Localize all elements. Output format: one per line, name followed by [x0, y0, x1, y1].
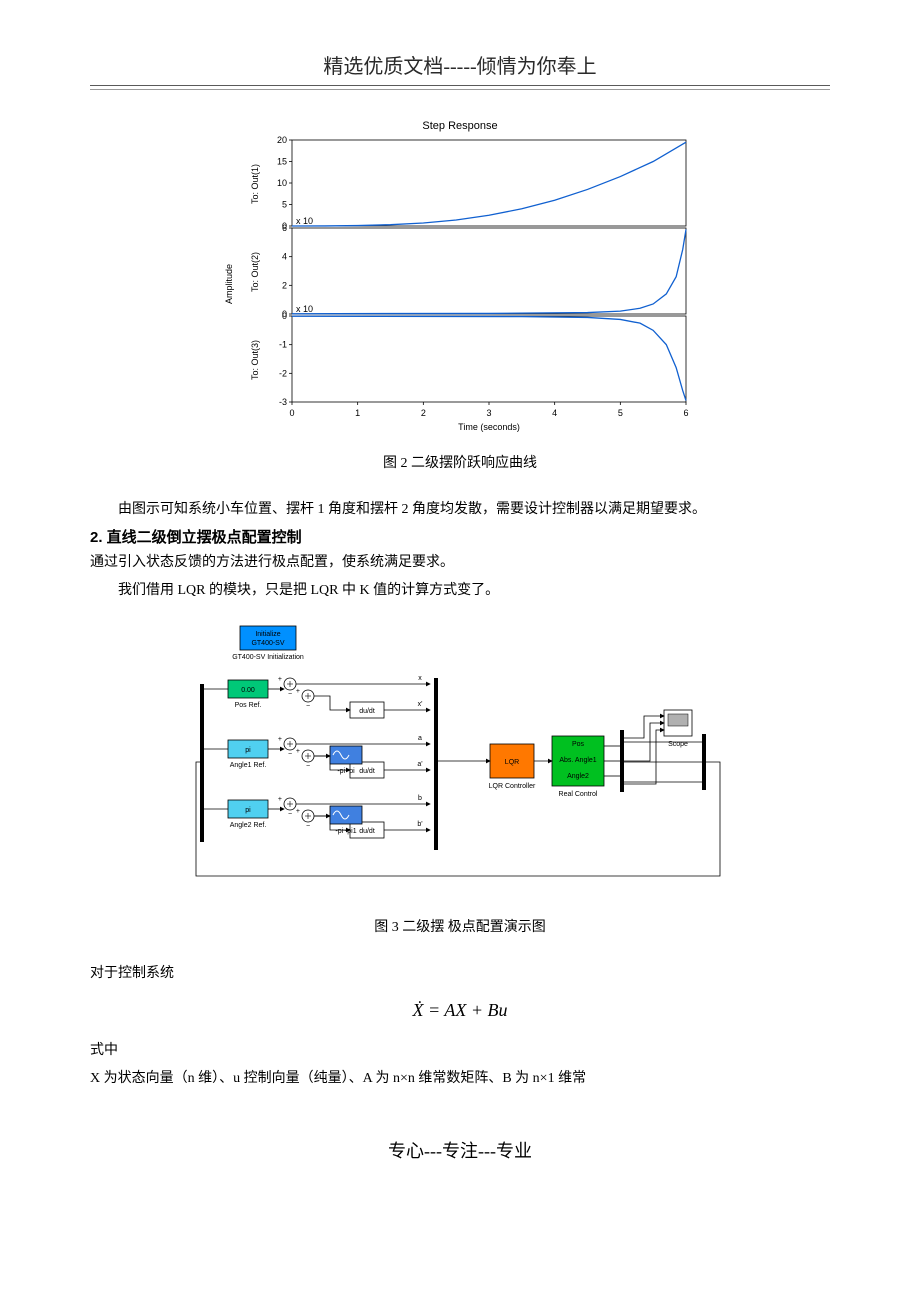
svg-text:Pos Ref.: Pos Ref. — [235, 702, 262, 709]
svg-text:GT400-SV Initialization: GT400-SV Initialization — [232, 654, 304, 661]
svg-text:5: 5 — [282, 200, 287, 210]
svg-text:pi: pi — [245, 747, 251, 754]
svg-text:Amplitude: Amplitude — [224, 264, 234, 304]
svg-text:0: 0 — [282, 311, 287, 321]
fig3-caption: 图 3 二级摆 极点配置演示图 — [90, 916, 830, 936]
section-2-heading: 2. 直线二级倒立摆极点配置控制 — [90, 526, 830, 547]
svg-text:2: 2 — [421, 408, 426, 418]
svg-text:To: Out(2): To: Out(2) — [250, 252, 260, 292]
svg-text:To: Out(1): To: Out(1) — [250, 164, 260, 204]
svg-text:1: 1 — [355, 408, 360, 418]
svg-text:Angle1 Ref.: Angle1 Ref. — [230, 762, 267, 769]
svg-text:+: + — [278, 676, 282, 683]
svg-text:x': x' — [418, 701, 423, 708]
svg-text:x 10: x 10 — [296, 216, 313, 226]
svg-text:LQR: LQR — [505, 759, 519, 766]
svg-text:15: 15 — [277, 157, 287, 167]
svg-text:0: 0 — [289, 408, 294, 418]
svg-text:Pos: Pos — [572, 741, 585, 748]
svg-text:b: b — [418, 795, 422, 802]
svg-text:2: 2 — [282, 280, 287, 290]
paragraph-1: 由图示可知系统小车位置、摆杆 1 角度和摆杆 2 角度均发散，需要设计控制器以满… — [90, 498, 830, 522]
svg-text:pi: pi — [245, 807, 251, 814]
paragraph-2: 通过引入状态反馈的方法进行极点配置，使系统满足要求。 — [90, 551, 830, 575]
svg-text:-3: -3 — [279, 397, 287, 407]
svg-text:-2: -2 — [279, 368, 287, 378]
svg-text:-pi~pi: -pi~pi — [337, 768, 355, 775]
svg-text:20: 20 — [277, 135, 287, 145]
svg-text:Angle2: Angle2 — [567, 773, 589, 780]
svg-text:+: + — [296, 808, 300, 815]
svg-text:-1: -1 — [279, 340, 287, 350]
paragraph-4: 对于控制系统 — [90, 962, 830, 986]
svg-text:Abs. Angle1: Abs. Angle1 — [559, 757, 596, 764]
simulink-diagram: Initialize GT400-SV GT400-SV Initializatio… — [190, 618, 730, 898]
svg-text:-pi~pi1: -pi~pi1 — [335, 828, 356, 835]
step-response-svg: Amplitude05101520To: Out(1)x 100246To: O… — [220, 134, 700, 434]
svg-text:4: 4 — [552, 408, 557, 418]
fig2-caption: 图 2 二级摆阶跃响应曲线 — [90, 452, 830, 472]
equation-1: Ẋ = AX + Bu — [90, 1000, 830, 1021]
svg-text:−: − — [288, 691, 292, 698]
svg-text:GT400-SV: GT400-SV — [251, 640, 284, 647]
svg-text:−: − — [288, 751, 292, 758]
svg-text:−: − — [288, 811, 292, 818]
svg-text:+: + — [278, 736, 282, 743]
step-response-chart: Step Response Amplitude05101520To: Out(1… — [220, 120, 700, 434]
svg-text:+: + — [296, 688, 300, 695]
svg-text:3: 3 — [486, 408, 491, 418]
svg-text:−: − — [306, 703, 310, 710]
header-rule — [90, 85, 830, 90]
paragraph-6: X 为状态向量（n 维）、u 控制向量（纯量）、A 为 n×n 维常数矩阵、B … — [90, 1067, 830, 1091]
svg-text:du/dt: du/dt — [359, 708, 375, 715]
chart-title: Step Response — [220, 120, 700, 132]
svg-text:To: Out(3): To: Out(3) — [250, 340, 260, 380]
svg-text:a: a — [418, 735, 422, 742]
paragraph-5: 式中 — [90, 1039, 830, 1063]
page-footer: 专心---专注---专业 — [90, 1137, 830, 1163]
svg-text:5: 5 — [618, 408, 623, 418]
svg-text:LQR Controller: LQR Controller — [489, 783, 536, 790]
svg-text:Angle2 Ref.: Angle2 Ref. — [230, 822, 267, 829]
svg-text:10: 10 — [277, 178, 287, 188]
svg-text:+: + — [296, 748, 300, 755]
svg-text:+: + — [278, 796, 282, 803]
svg-text:6: 6 — [683, 408, 688, 418]
svg-text:Initialize: Initialize — [255, 631, 280, 638]
paragraph-3: 我们借用 LQR 的模块，只是把 LQR 中 K 值的计算方式变了。 — [90, 579, 830, 603]
svg-text:b': b' — [417, 821, 422, 828]
svg-text:−: − — [306, 763, 310, 770]
svg-text:Real Control: Real Control — [559, 791, 598, 798]
svg-text:0.00: 0.00 — [241, 687, 255, 694]
svg-text:6: 6 — [282, 223, 287, 233]
svg-text:x 10: x 10 — [296, 304, 313, 314]
svg-text:du/dt: du/dt — [359, 768, 375, 775]
svg-text:du/dt: du/dt — [359, 828, 375, 835]
svg-text:−: − — [306, 823, 310, 830]
svg-text:a': a' — [417, 761, 422, 768]
svg-text:4: 4 — [282, 252, 287, 262]
page-header: 精选优质文档-----倾情为你奉上 — [90, 50, 830, 79]
svg-text:Time (seconds): Time (seconds) — [458, 422, 520, 432]
svg-text:x: x — [418, 675, 422, 682]
